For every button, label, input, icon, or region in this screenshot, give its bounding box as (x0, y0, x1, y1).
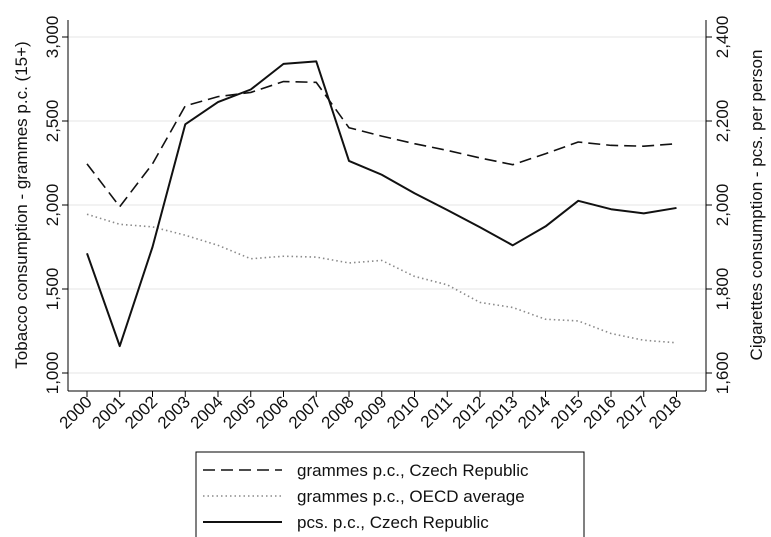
x-tick-label-1: 2001 (88, 392, 128, 432)
x-tick-label-18: 2018 (645, 392, 685, 432)
y-left-tick-label-1: 1,500 (43, 268, 62, 311)
x-tick-label-15: 2015 (547, 392, 587, 432)
y-left-tick-label-0: 1,000 (43, 352, 62, 395)
x-tick-label-10: 2010 (383, 392, 423, 432)
legend-label-0: grammes p.c., Czech Republic (297, 461, 529, 480)
y-left-tick-label-2: 2,000 (43, 184, 62, 227)
x-tick-label-5: 2005 (219, 392, 259, 432)
x-tick-label-13: 2013 (481, 392, 521, 432)
x-tick-label-8: 2008 (318, 392, 358, 432)
x-tick-label-9: 2009 (350, 392, 390, 432)
x-tick-label-16: 2016 (580, 392, 620, 432)
y-left-axis-title: Tobacco consumption - grammes p.c. (15+) (12, 41, 31, 368)
x-tick-label-17: 2017 (612, 392, 652, 432)
series-line-1 (86, 213, 677, 344)
x-tick-label-4: 2004 (187, 392, 227, 432)
x-tick-label-0: 2000 (56, 392, 96, 432)
legend: grammes p.c., Czech Republic grammes p.c.… (195, 451, 585, 537)
series-line-2 (86, 60, 677, 348)
x-tick-label-11: 2011 (417, 392, 456, 431)
x-tick-label-3: 2003 (154, 392, 194, 432)
x-tick-label-12: 2012 (449, 392, 489, 432)
x-tick-label-6: 2006 (252, 392, 292, 432)
y-right-axis-title: Cigarettes consumption - pcs. per person (747, 50, 766, 361)
x-tick-label-14: 2014 (514, 392, 554, 432)
x-tick-label-7: 2007 (285, 392, 325, 432)
legend-label-2: pcs. p.c., Czech Republic (297, 513, 489, 532)
y-left-tick-label-3: 2,500 (43, 100, 62, 143)
y-right-tick-label-2: 2,000 (713, 184, 732, 227)
y-right-tick-label-1: 1,800 (713, 268, 732, 311)
y-right-tick-label-0: 1,600 (713, 352, 732, 395)
series-line-0 (86, 80, 677, 208)
x-tick-label-2: 2002 (121, 392, 161, 432)
y-right-tick-label-4: 2,400 (713, 16, 732, 59)
grid (68, 36, 706, 374)
y-right-tick-label-3: 2,200 (713, 100, 732, 143)
series-layer (86, 60, 677, 348)
axes: 1,000 1,500 2,000 2,500 3,000 1,600 1,800 2,000… (43, 16, 732, 433)
legend-label-1: grammes p.c., OECD average (297, 487, 525, 506)
y-left-tick-label-4: 3,000 (43, 16, 62, 59)
